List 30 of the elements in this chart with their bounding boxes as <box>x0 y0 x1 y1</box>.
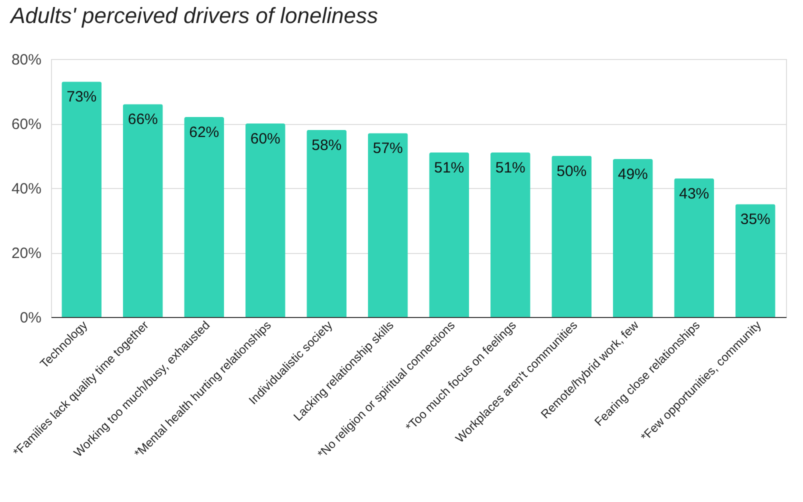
bar <box>674 178 714 317</box>
bar <box>490 152 530 317</box>
data-label: 51% <box>495 160 526 177</box>
bar <box>122 104 163 317</box>
data-label: 50% <box>556 162 587 180</box>
data-label: 58% <box>312 136 342 154</box>
data-label: 43% <box>679 185 710 202</box>
bar <box>735 204 776 317</box>
data-label: 35% <box>740 211 770 228</box>
data-label: 66% <box>128 111 158 128</box>
data-label: 73% <box>66 88 97 106</box>
chart-title: Adults' perceived drivers of loneliness <box>8 3 378 28</box>
y-tick-label: 60% <box>11 116 42 133</box>
y-tick-label: 40% <box>11 180 42 198</box>
data-label: 62% <box>189 124 220 142</box>
bar <box>612 158 653 317</box>
bar <box>245 124 286 317</box>
bar <box>306 130 347 317</box>
data-label: 49% <box>618 166 648 183</box>
y-tick-label: 20% <box>11 245 42 262</box>
bar <box>62 82 102 317</box>
y-tick-label: 80% <box>11 52 42 68</box>
data-label: 57% <box>372 140 403 158</box>
bar <box>552 156 592 317</box>
data-label: 51% <box>434 160 464 177</box>
bar <box>184 117 224 317</box>
bar <box>368 133 408 317</box>
y-tick-label: 0% <box>20 310 42 326</box>
bar <box>429 152 470 317</box>
data-label: 60% <box>250 130 280 148</box>
